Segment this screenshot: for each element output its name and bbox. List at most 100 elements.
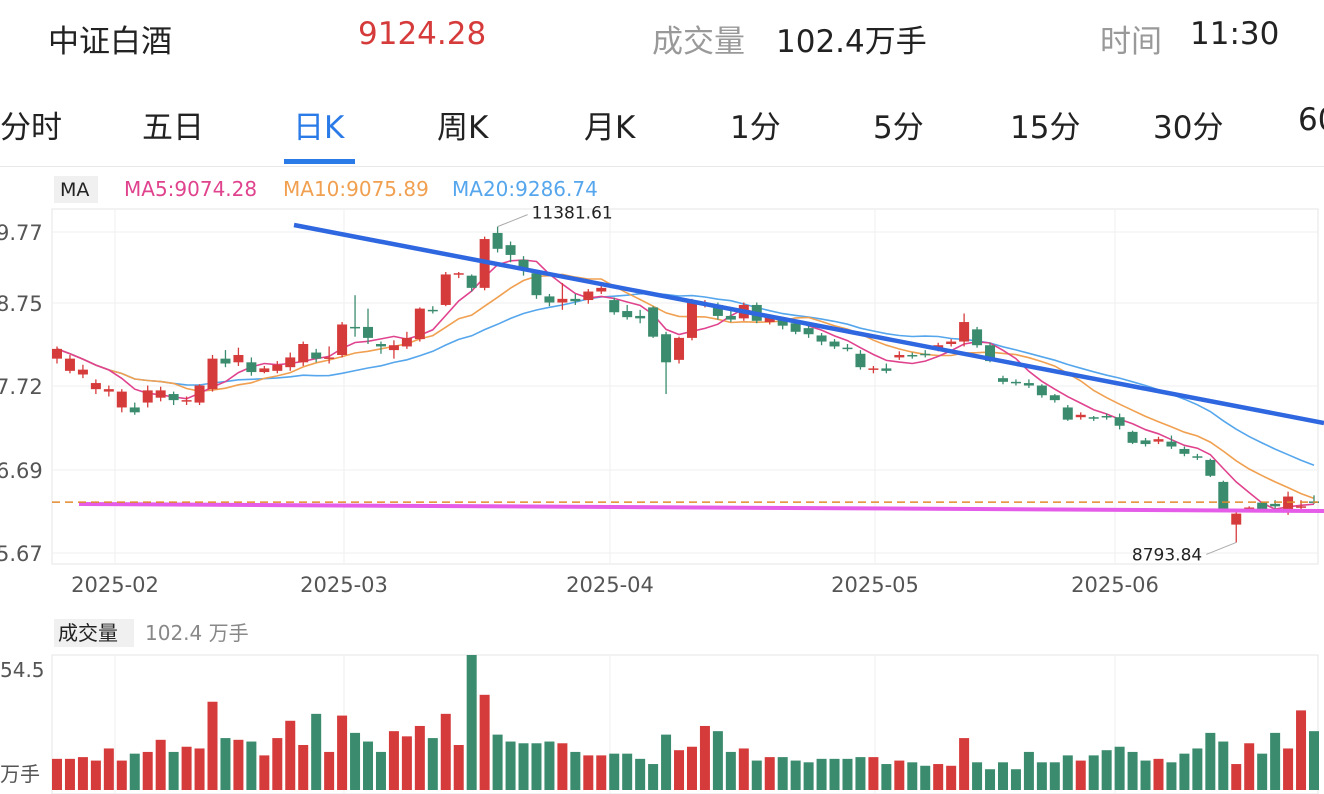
volume-bar [531,743,542,790]
x-tick-label: 2025-06 [1071,573,1159,597]
volume-bar [583,755,594,790]
candle-body [1205,459,1216,476]
candle [337,322,348,358]
ma-legend-label: MA [60,179,89,201]
volume-bar [388,731,399,790]
candle [972,326,983,348]
y-tick-label: 5.67 [0,542,43,566]
tab-5min[interactable]: 5分 [873,110,924,146]
candle-body [1127,431,1138,443]
volume-bar [518,743,529,790]
volume-bar [557,743,568,790]
ma10-legend: MA10:9075.89 [283,177,429,201]
tab-1min[interactable]: 1分 [730,110,781,146]
volume-bar [414,725,425,790]
volume-bar [1309,731,1319,790]
index-name: 中证白酒 [48,24,172,60]
candle-body [207,358,218,390]
candle-body [298,344,309,363]
volume-bar [1257,753,1268,790]
volume-bar [1088,755,1099,790]
candle [648,306,659,338]
volume-bar [337,715,348,790]
candle [920,350,931,358]
volume-value: 102.4万手 [776,24,927,60]
candle [1049,394,1060,403]
tab-monthly-k[interactable]: 月K [584,110,636,146]
ma5-legend: MA5:9074.28 [124,177,257,201]
volume-bar [272,738,283,790]
candle-body [363,326,374,338]
candle [233,347,244,366]
volume-bar [427,738,438,790]
volume-bar [155,739,166,790]
tab-60min[interactable]: 60 [1298,102,1324,138]
candle [881,363,892,374]
candle-body [661,334,672,363]
candle-body [959,322,970,342]
y-tick-label: 7.72 [0,375,43,399]
volume-bar [622,753,633,790]
candle [622,304,633,320]
volume-bar [635,758,646,790]
candle [1010,379,1021,386]
volume-bar [609,753,620,790]
tab-daily-k[interactable]: 日K [293,110,345,146]
candle-body [712,304,723,316]
volume-bar [207,701,218,790]
candle-body [246,362,257,373]
candle [997,375,1008,385]
candle-body [1062,407,1073,420]
tab-weekly-k[interactable]: 周K [437,110,489,146]
volume-bar [959,738,970,790]
candle-body [1140,440,1151,445]
y-tick-label: 8.75 [0,292,43,316]
candle-body [596,287,607,292]
candle-body [1023,383,1034,386]
candle-body [1257,502,1268,510]
tab-intraday[interactable]: 分时 [0,110,62,146]
candle-body [881,368,892,371]
tab-five-day[interactable]: 五日 [142,110,204,146]
volume-bar [259,755,270,790]
candle-body [648,307,659,337]
volume-bar [894,760,905,790]
volume-bar [868,757,879,790]
candle-body [52,348,62,359]
candle-body [1166,441,1177,447]
candle [725,309,736,323]
volume-bar [1023,751,1034,790]
period-tabs: 分时 五日 日K 周K 月K 1分 5分 15分 30分 60 [0,82,1324,167]
volume-bar [311,713,322,790]
tab-30min[interactable]: 30分 [1153,110,1224,146]
candle [90,379,101,395]
candle-body [764,317,775,323]
volume-bar [1153,758,1164,790]
moving-average-lines [56,259,1315,511]
ma10-line [56,273,1315,500]
candle-body [1270,503,1281,507]
candle [1088,416,1099,421]
candle-body [635,315,646,319]
candle [661,331,672,395]
volume-bar [233,739,244,790]
candle [129,402,140,415]
volume-bar [440,713,451,790]
volume-bar [985,769,996,790]
candle-body [946,341,957,344]
tab-15min[interactable]: 15分 [1010,110,1081,146]
ma5-line [56,259,1315,511]
candle-body [1010,381,1021,384]
candle-body [427,309,438,312]
volume-bar [103,748,114,790]
volume-bar [997,762,1008,790]
candle-body [466,275,477,288]
volume-bar [492,734,503,790]
volume-bar [855,757,866,790]
volume-bar [90,760,101,790]
candle-body [285,357,296,368]
volume-legend-value: 102.4 万手 [145,621,249,645]
chart-grid [51,208,1319,794]
candle-body [194,385,205,403]
